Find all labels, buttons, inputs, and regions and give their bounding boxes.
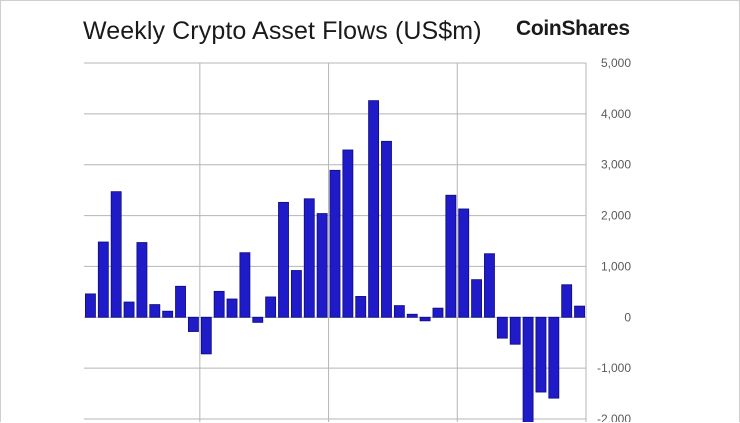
y-tick-label: 3,000 [601, 158, 631, 172]
bar [175, 285, 186, 318]
bar [406, 313, 418, 318]
y-tick-label: -1,000 [597, 361, 631, 375]
bar [393, 305, 405, 318]
bar [522, 316, 534, 422]
bar [278, 201, 289, 318]
bar [342, 149, 354, 318]
bar [458, 208, 470, 318]
bar [445, 194, 457, 318]
bar [355, 296, 367, 318]
bar [548, 316, 560, 399]
bar [368, 100, 380, 318]
y-tick-label: 5,000 [601, 56, 631, 70]
bar [496, 316, 508, 339]
bar [381, 140, 392, 318]
bar [162, 310, 174, 318]
bar [252, 316, 264, 323]
y-tick-label: 1,000 [601, 259, 631, 273]
y-tick-label: -2,000 [597, 412, 631, 422]
bar [316, 213, 328, 318]
bar [226, 298, 238, 318]
bar [484, 253, 495, 318]
y-tick-label: 0 [624, 310, 631, 324]
bar [200, 316, 212, 355]
bar [123, 301, 135, 318]
bar [471, 279, 483, 318]
bar [136, 242, 148, 318]
bar [535, 316, 547, 393]
bar [419, 316, 431, 322]
bar [290, 270, 302, 318]
bar [213, 290, 225, 318]
bar [432, 307, 444, 318]
bar-series [85, 100, 585, 422]
bar [97, 241, 109, 318]
bar [187, 316, 199, 332]
coinshares-logo: CoinShares [516, 17, 630, 40]
bar [239, 252, 251, 318]
bar [561, 284, 573, 318]
bar [85, 293, 96, 318]
bar [110, 191, 122, 318]
bar [509, 316, 521, 345]
y-tick-label: 2,000 [601, 209, 631, 223]
y-tick-label: 4,000 [601, 107, 631, 121]
y-axis-ticks: 5,000 4,000 3,000 2,000 1,000 0 -1,000 -2,000 [597, 56, 631, 422]
bar [574, 305, 585, 318]
chart-title: Weekly Crypto Asset Flows (US$m) [83, 17, 482, 45]
bar [329, 169, 341, 318]
bar [149, 304, 161, 318]
bar [303, 198, 315, 318]
bar [265, 296, 277, 318]
